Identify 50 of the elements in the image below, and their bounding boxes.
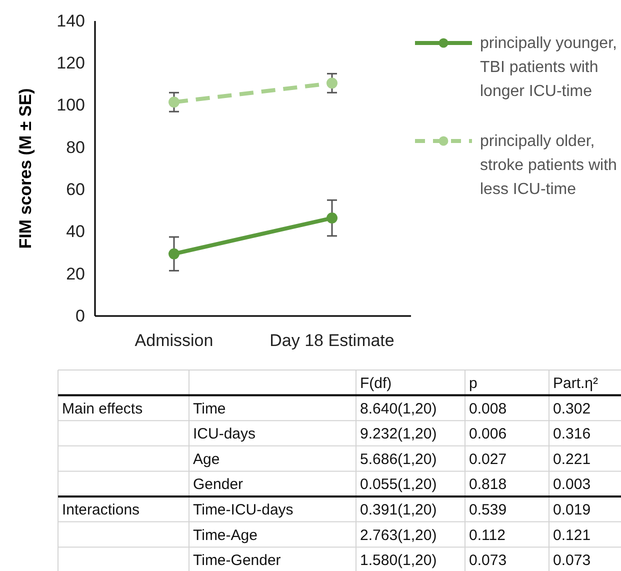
y-axis-title: FIM scores (M ± SE) <box>16 88 35 249</box>
text: 9.232(1,20) <box>360 426 437 443</box>
y-tick-label: 20 <box>66 264 85 284</box>
text: Time-ICU-days <box>193 502 294 518</box>
text: 0.221 <box>553 450 591 468</box>
text: 5.686(1,20) <box>360 450 437 468</box>
text: 0.055(1,20) <box>360 476 437 494</box>
legend-label: principally older, stroke patients with less ICU-time <box>480 133 617 198</box>
text: Time-Age <box>193 526 258 544</box>
y-tick-label: 0 <box>76 306 85 326</box>
point <box>326 78 338 89</box>
legend-label: principally younger, TBI patients with longer ICU-time <box>480 35 617 100</box>
text: Age <box>193 450 220 468</box>
text: 0.073 <box>553 552 591 570</box>
text: 0.003 <box>553 476 591 494</box>
text: p <box>469 375 478 392</box>
text: Time <box>193 400 226 418</box>
text: 1.580(1,20) <box>360 552 437 570</box>
y-tick-label: 80 <box>66 138 85 157</box>
point <box>168 248 180 260</box>
y-tick-label: 140 <box>56 11 85 30</box>
text: Interactions <box>62 502 140 518</box>
text: 0.302 <box>553 400 591 418</box>
text: 0.316 <box>553 426 591 443</box>
text: Part.η² <box>553 375 598 392</box>
text: 0.121 <box>553 526 591 544</box>
y-tick-label: 40 <box>66 222 85 242</box>
text: 2.763(1,20) <box>360 526 437 544</box>
point <box>168 96 180 108</box>
x-tick-label: Day 18 Estimate <box>270 331 394 350</box>
text: 0.073 <box>469 552 507 570</box>
text: 0.818 <box>469 476 507 494</box>
text: 0.112 <box>469 526 506 544</box>
text: F(df) <box>360 375 392 392</box>
x-tick-label: Admission <box>134 331 214 350</box>
text: ICU-days <box>193 426 256 443</box>
y-tick-label: 120 <box>56 54 85 73</box>
text: 8.640(1,20) <box>360 400 437 418</box>
text: 0.391(1,20) <box>360 502 437 518</box>
point <box>326 212 338 224</box>
text: 0.019 <box>553 502 591 518</box>
y-tick-label: 60 <box>66 180 85 200</box>
text: Time-Gender <box>193 552 281 570</box>
text: Gender <box>193 476 244 494</box>
text: 0.006 <box>469 426 507 443</box>
text: Main effects <box>62 400 143 418</box>
text: 0.008 <box>469 400 507 418</box>
text: 0.539 <box>469 502 507 518</box>
y-tick-label: 100 <box>56 96 85 115</box>
text: 0.027 <box>469 450 507 468</box>
